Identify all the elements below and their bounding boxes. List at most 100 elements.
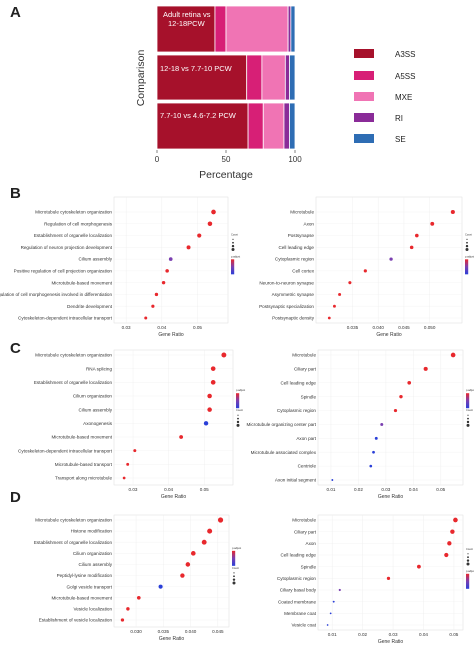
b-right-category-label-7: Neuron-to-neuron synapse	[259, 280, 314, 285]
b-left-dot-4	[186, 245, 191, 250]
c-left-category-label-8: Cytoskeleton-dependent intracellular tra…	[18, 448, 113, 453]
d-left-dot-3	[201, 539, 207, 545]
b-left-legend-colorbar	[231, 259, 235, 275]
d-left-legend-size-dot	[232, 578, 236, 581]
a-xtick-label: 50	[222, 155, 231, 164]
d-left-category-label-3: Establishment of organelle localization	[34, 540, 113, 545]
b-left-legend-size-dot	[231, 244, 235, 248]
d-left-plot-frame	[113, 514, 230, 628]
a-xtick-label: 100	[288, 155, 302, 164]
b-right-dot-10	[327, 316, 331, 320]
d-left-category-label-7: Golgi vesicle transport	[67, 584, 113, 589]
b-left-dot-9	[151, 304, 155, 308]
bar-ri-3	[283, 102, 290, 150]
c-left-legend-size-dot	[236, 420, 240, 424]
d-left-dot-10	[120, 618, 125, 622]
c-right-xtick-label: 0.04	[409, 487, 418, 492]
d-left-dot-8	[136, 595, 141, 600]
c-right-category-label-2: Ciliary part	[294, 366, 317, 371]
c-left-x-axis-title: Gene Ratio	[161, 494, 187, 500]
c-left-legend-colorbar	[236, 393, 240, 409]
b-right-category-label-6: Cell cortex	[292, 268, 314, 273]
c-right-dot-10	[331, 479, 334, 481]
c-right-xtick-label: 0.05	[436, 487, 445, 492]
c-right-category-label-3: Cell leading edge	[280, 380, 316, 385]
b-right-legend-size-dot	[465, 248, 469, 252]
b-left-category-label-8: Regulation of cell morphogenesis involve…	[0, 292, 112, 297]
c-left-legend-size-dot	[237, 414, 239, 416]
b-left-category-label-5: Cilium assembly	[79, 257, 113, 262]
d-right-category-label-5: Spindle	[301, 564, 317, 569]
b-right-legend-size-dot	[466, 238, 468, 240]
d-left-category-label-5: Cilium assembly	[79, 562, 113, 567]
c-left-legend-size-dot	[236, 423, 240, 427]
b-right-xtick-label: 0.050	[424, 325, 436, 330]
bar-mxe-3	[262, 102, 285, 150]
c-right-legend-size-dot	[466, 423, 470, 427]
b-right-dot-6	[363, 269, 367, 273]
d-right-xtick-label: 0.05	[449, 632, 458, 637]
b-left-category-label-9: Dendrite development	[67, 304, 113, 309]
c-left-xtick-label: 0.05	[200, 487, 209, 492]
d-left-category-label-6: Peptidyl-lysine modification	[57, 573, 113, 578]
c-left-dot-3	[210, 380, 216, 385]
d-left-legend-size-dot	[232, 581, 236, 585]
d-right-dot-8	[332, 600, 335, 603]
legend-swatch-a5ss	[354, 71, 374, 80]
c-left-category-label-9: Microtubule-based transport	[55, 462, 113, 467]
legend-label-ri: RI	[395, 114, 403, 123]
bar-a5ss-3	[247, 102, 264, 150]
d-right-category-label-4: Cell leading edge	[280, 553, 316, 558]
b-left-dot-7	[161, 280, 166, 285]
b-left-category-label-7: Microtubule-based movement	[51, 280, 112, 285]
panel-letter-a: A	[10, 4, 21, 21]
bar-mxe-1	[225, 5, 289, 53]
c-left-legend-count-title: Count	[236, 408, 243, 412]
b-right-xtick-label: 0.045	[398, 325, 410, 330]
c-right-dot-6	[380, 422, 384, 426]
c-right-xtick-label: 0.01	[327, 487, 336, 492]
d-left-xtick-label: 0.040	[185, 629, 197, 634]
bar-a3ss-3	[156, 102, 249, 150]
d-left-legend-size-dot	[233, 572, 235, 574]
b-left-legend-count-title: Count	[231, 232, 238, 236]
legend-label-a5ss: A5SS	[395, 72, 415, 81]
bar-label-3: 7.7-10 vs 4.6-7.2 PCW	[160, 111, 237, 120]
b-right-xtick-label: 0.035	[347, 325, 359, 330]
d-right-category-label-9: Membrane coat	[284, 611, 317, 616]
c-right-category-label-10: Axon initial segment	[275, 478, 317, 483]
d-left-dot-5	[185, 562, 191, 567]
b-right-dot-9	[333, 304, 336, 308]
d-right-category-label-1: Microtubule	[292, 518, 316, 523]
d-right-legend-size-dot	[466, 562, 470, 566]
b-left-xtick-label: 0.05	[193, 325, 202, 330]
d-right-category-label-3: Axon	[306, 541, 317, 546]
d-left-legend-padjust-title: p.adjust	[232, 546, 241, 550]
d-left-x-axis-title: Gene Ratio	[159, 636, 185, 642]
c-right-dot-2	[423, 366, 428, 371]
bar-se-3	[289, 102, 296, 150]
c-left-category-label-4: Cilium organization	[73, 394, 113, 399]
b-right-category-label-9: Postsynaptic specialization	[259, 304, 314, 309]
d-right-category-label-7: Ciliary basal body	[280, 588, 317, 593]
b-left-dot-2	[207, 221, 213, 227]
d-right-xtick-label: 0.04	[419, 632, 428, 637]
d-left-dot-2	[207, 528, 213, 534]
legend-swatch-mxe	[354, 92, 374, 101]
bar-label-1b: 12-18PCW	[168, 19, 206, 28]
c-left-category-label-5: Cilium assembly	[79, 407, 113, 412]
d-right-dot-10	[326, 624, 329, 626]
b-right-dot-5	[389, 257, 393, 261]
d-left-xtick-label: 0.045	[212, 629, 224, 634]
d-left-category-label-4: Cilium organization	[73, 551, 113, 556]
c-left-dot-9	[126, 462, 130, 466]
b-right-xtick-label: 0.040	[372, 325, 384, 330]
d-right-category-label-10: Vesicle coat	[291, 623, 316, 628]
d-left-category-label-9: Vesicle localization	[73, 606, 112, 611]
b-right-x-axis-title: Gene Ratio	[376, 332, 402, 338]
b-right-legend-colorbar	[465, 259, 469, 275]
c-left-dot-4	[207, 393, 212, 399]
d-right-category-label-8: Coated membrane	[278, 599, 316, 604]
d-right-category-label-6: Cytoplasmic region	[277, 576, 317, 581]
c-right-legend-padjust-title: p.adjust	[466, 388, 474, 392]
